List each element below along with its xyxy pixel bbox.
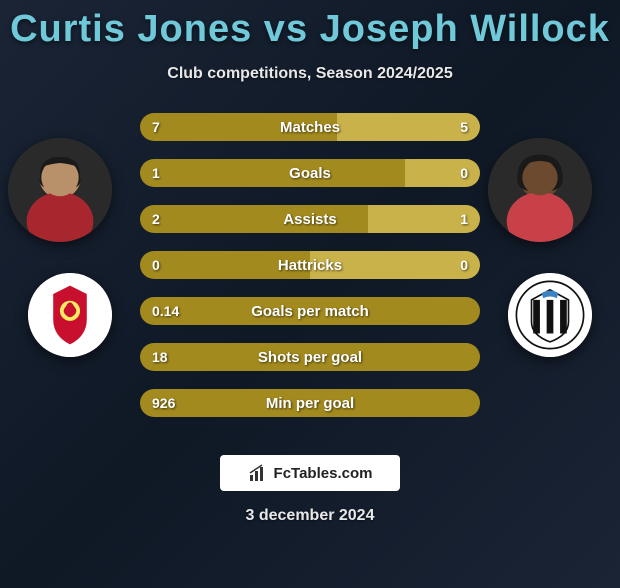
subtitle: Club competitions, Season 2024/2025 — [0, 65, 620, 83]
bar-row: Goals per match0.14 — [140, 297, 480, 325]
bar-value-left: 2 — [152, 205, 160, 233]
bar-row: Min per goal926 — [140, 389, 480, 417]
player-right-avatar — [488, 138, 592, 242]
page-title: Curtis Jones vs Joseph Willock — [0, 8, 620, 51]
bar-value-right: 5 — [460, 113, 468, 141]
bar-value-left: 18 — [152, 343, 168, 371]
bars-container: Matches75Goals10Assists21Hattricks00Goal… — [140, 113, 480, 435]
bar-value-right: 0 — [460, 159, 468, 187]
bar-value-left: 7 — [152, 113, 160, 141]
bar-value-left: 0 — [152, 251, 160, 279]
bar-value-left: 1 — [152, 159, 160, 187]
bar-row: Matches7 5 — [140, 113, 480, 141]
bar-row: Goals1 0 — [140, 159, 480, 187]
fctables-logo: FcTables.com — [220, 455, 400, 491]
date-text: 3 december 2024 — [0, 507, 620, 525]
bar-label: Goals per match — [140, 297, 480, 325]
bar-value-left: 0.14 — [152, 297, 179, 325]
bar-label: Matches — [140, 113, 480, 141]
bar-value-right: 1 — [460, 205, 468, 233]
player-right-crest — [508, 273, 592, 357]
bar-label: Goals — [140, 159, 480, 187]
logo-text: FcTables.com — [274, 465, 373, 482]
player-left-avatar — [8, 138, 112, 242]
bar-row: Hattricks0 0 — [140, 251, 480, 279]
bar-value-right: 0 — [460, 251, 468, 279]
bar-label: Shots per goal — [140, 343, 480, 371]
bar-label: Min per goal — [140, 389, 480, 417]
bar-row: Assists2 1 — [140, 205, 480, 233]
player-left-crest — [28, 273, 112, 357]
chart-icon — [248, 463, 268, 483]
bar-label: Hattricks — [140, 251, 480, 279]
bar-row: Shots per goal18 — [140, 343, 480, 371]
bar-label: Assists — [140, 205, 480, 233]
comparison-chart: Matches75Goals10Assists21Hattricks00Goal… — [0, 113, 620, 443]
bar-value-left: 926 — [152, 389, 175, 417]
